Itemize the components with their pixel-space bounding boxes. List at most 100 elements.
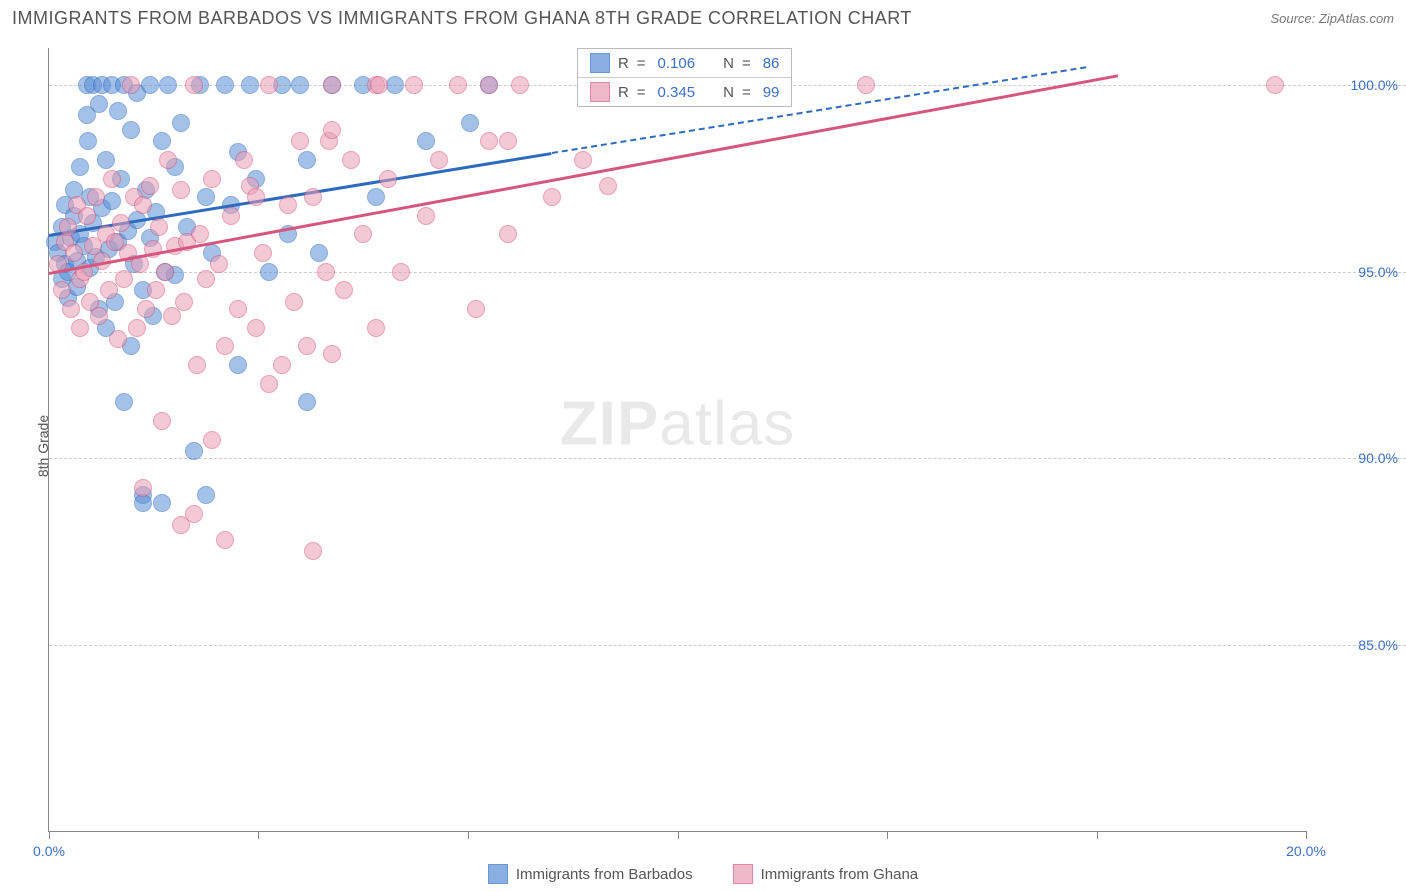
data-point bbox=[172, 114, 190, 132]
data-point bbox=[222, 207, 240, 225]
data-point bbox=[298, 151, 316, 169]
data-point bbox=[354, 225, 372, 243]
legend-label-ghana: Immigrants from Ghana bbox=[761, 866, 919, 883]
data-point bbox=[103, 192, 121, 210]
data-point bbox=[79, 132, 97, 150]
data-point bbox=[279, 196, 297, 214]
gridline-horizontal bbox=[49, 458, 1406, 459]
data-point bbox=[141, 177, 159, 195]
data-point bbox=[367, 319, 385, 337]
data-point bbox=[191, 225, 209, 243]
correlation-legend: R=0.106N=86R=0.345N=99 bbox=[577, 48, 792, 107]
data-point bbox=[197, 270, 215, 288]
data-point bbox=[109, 102, 127, 120]
data-point bbox=[122, 121, 140, 139]
correlation-legend-row: R=0.345N=99 bbox=[578, 77, 791, 106]
r-label: R bbox=[618, 84, 629, 101]
x-tick bbox=[887, 831, 888, 839]
data-point bbox=[499, 132, 517, 150]
data-point bbox=[480, 76, 498, 94]
data-point bbox=[417, 207, 435, 225]
data-point bbox=[229, 356, 247, 374]
data-point bbox=[323, 121, 341, 139]
data-point bbox=[216, 337, 234, 355]
x-tick bbox=[1097, 831, 1098, 839]
eq-sign: = bbox=[742, 55, 751, 72]
data-point bbox=[511, 76, 529, 94]
data-point bbox=[247, 188, 265, 206]
data-point bbox=[185, 76, 203, 94]
data-point bbox=[147, 281, 165, 299]
data-point bbox=[216, 531, 234, 549]
data-point bbox=[90, 95, 108, 113]
data-point bbox=[210, 255, 228, 273]
data-point bbox=[254, 244, 272, 262]
header-row: IMMIGRANTS FROM BARBADOS VS IMMIGRANTS F… bbox=[0, 0, 1406, 33]
data-point bbox=[367, 188, 385, 206]
data-point bbox=[235, 151, 253, 169]
x-tick bbox=[258, 831, 259, 839]
legend-swatch-barbados bbox=[488, 864, 508, 884]
data-point bbox=[137, 300, 155, 318]
data-point bbox=[197, 188, 215, 206]
y-tick-label: 100.0% bbox=[1351, 77, 1398, 93]
data-point bbox=[188, 356, 206, 374]
data-point bbox=[260, 375, 278, 393]
n-label: N bbox=[723, 84, 734, 101]
eq-sign: = bbox=[637, 55, 646, 72]
n-value: 99 bbox=[763, 84, 780, 101]
data-point bbox=[185, 505, 203, 523]
plot-area: ZIPatlas 85.0%90.0%95.0%100.0%0.0%20.0%R… bbox=[48, 48, 1306, 832]
data-point bbox=[141, 76, 159, 94]
data-point bbox=[291, 76, 309, 94]
data-point bbox=[172, 181, 190, 199]
data-point bbox=[216, 76, 234, 94]
n-label: N bbox=[723, 55, 734, 72]
x-tick bbox=[1306, 831, 1307, 839]
eq-sign: = bbox=[742, 84, 751, 101]
data-point bbox=[260, 76, 278, 94]
data-point bbox=[65, 244, 83, 262]
data-point bbox=[71, 319, 89, 337]
bottom-legend: Immigrants from Barbados Immigrants from… bbox=[0, 864, 1406, 884]
legend-item-barbados: Immigrants from Barbados bbox=[488, 864, 693, 884]
data-point bbox=[112, 214, 130, 232]
data-point bbox=[175, 293, 193, 311]
data-point bbox=[115, 270, 133, 288]
data-point bbox=[467, 300, 485, 318]
chart-container: IMMIGRANTS FROM BARBADOS VS IMMIGRANTS F… bbox=[0, 0, 1406, 892]
data-point bbox=[342, 151, 360, 169]
data-point bbox=[430, 151, 448, 169]
r-label: R bbox=[618, 55, 629, 72]
data-point bbox=[159, 76, 177, 94]
data-point bbox=[100, 281, 118, 299]
data-point bbox=[134, 196, 152, 214]
data-point bbox=[97, 151, 115, 169]
data-point bbox=[370, 76, 388, 94]
n-value: 86 bbox=[763, 55, 780, 72]
data-point bbox=[1266, 76, 1284, 94]
data-point bbox=[115, 393, 133, 411]
data-point bbox=[392, 263, 410, 281]
data-point bbox=[247, 319, 265, 337]
data-point bbox=[150, 218, 168, 236]
legend-swatch bbox=[590, 53, 610, 73]
data-point bbox=[323, 76, 341, 94]
x-tick-label: 0.0% bbox=[33, 843, 65, 859]
data-point bbox=[298, 393, 316, 411]
watermark: ZIPatlas bbox=[560, 388, 795, 459]
data-point bbox=[53, 281, 71, 299]
data-point bbox=[335, 281, 353, 299]
data-point bbox=[304, 542, 322, 560]
y-tick-label: 90.0% bbox=[1358, 450, 1398, 466]
data-point bbox=[461, 114, 479, 132]
r-value: 0.106 bbox=[658, 55, 696, 72]
legend-label-barbados: Immigrants from Barbados bbox=[516, 866, 693, 883]
data-point bbox=[417, 132, 435, 150]
data-point bbox=[153, 132, 171, 150]
data-point bbox=[449, 76, 467, 94]
data-point bbox=[241, 76, 259, 94]
source-attribution: Source: ZipAtlas.com bbox=[1270, 11, 1394, 26]
data-point bbox=[480, 132, 498, 150]
y-tick-label: 85.0% bbox=[1358, 637, 1398, 653]
